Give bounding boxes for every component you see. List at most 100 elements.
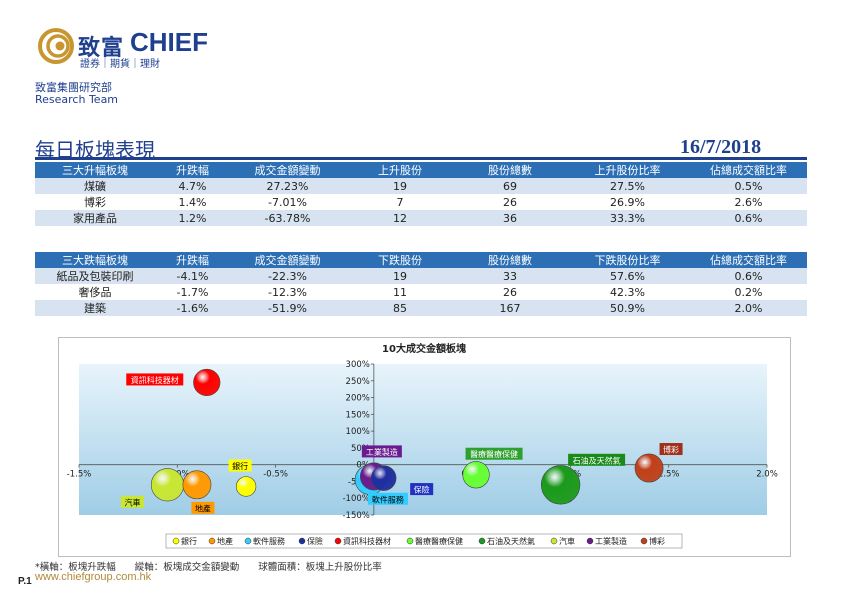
- top-gainers-table: 三大升幅板塊 升跌幅 成交金額變動 上升股份 股份總數 上升股份比率 佔總成交額…: [35, 162, 807, 226]
- y-tick-label: 200%: [346, 394, 370, 404]
- table-cell: 煤礦: [35, 178, 155, 194]
- table-cell: -1.6%: [155, 300, 230, 316]
- column-header: 升跌幅: [155, 162, 230, 178]
- data-label-box: [568, 453, 626, 466]
- bubble-point: [235, 476, 257, 497]
- chief-swirl-logo-icon: [38, 28, 74, 64]
- data-label: 軟件服務: [372, 494, 404, 504]
- data-label: 石油及天然氣: [573, 455, 621, 465]
- table-cell: 57.6%: [565, 268, 690, 284]
- brand-tagline: 證券｜期貨｜理財: [80, 59, 160, 70]
- legend-swatch: [208, 537, 216, 545]
- bubble-point: [370, 465, 397, 491]
- column-header: 三大跌幅板塊: [35, 252, 155, 268]
- table-cell: -63.78%: [230, 210, 345, 226]
- y-tick-label: -100%: [342, 494, 369, 504]
- table-row: 煤礦 4.7% 27.23% 19 69 27.5% 0.5%: [35, 178, 807, 194]
- chart-footnote: *橫軸：板塊升跌幅 縱軸：板塊成交金額變動 球體面積：板塊上升股份比率: [35, 562, 382, 573]
- data-label-box: [126, 373, 184, 386]
- table-cell: 0.5%: [690, 178, 807, 194]
- legend-label: 銀行: [181, 536, 197, 546]
- dept-name-zh: 致富集團研究部: [35, 81, 112, 94]
- table-cell: 33.3%: [565, 210, 690, 226]
- column-header: 佔總成交額比率: [690, 252, 807, 268]
- legend-label: 保險: [307, 536, 323, 546]
- brand-name-zh: 致富: [78, 36, 125, 61]
- y-tick-label: 150%: [346, 410, 370, 420]
- table-cell: 1.2%: [155, 210, 230, 226]
- website-url[interactable]: www.chiefgroup.com.hk: [35, 571, 152, 583]
- table-cell: -12.3%: [230, 284, 345, 300]
- top-losers-table: 三大跌幅板塊 升跌幅 成交金額變動 下跌股份 股份總數 下跌股份比率 佔總成交額…: [35, 252, 807, 316]
- y-tick-label: 0%: [356, 461, 370, 471]
- table-row: 建築 -1.6% -51.9% 85 167 50.9% 2.0%: [35, 300, 807, 316]
- legend-label: 軟件服務: [253, 536, 285, 546]
- chart-title: 10大成交金額板塊: [382, 342, 466, 355]
- table-cell: 2.6%: [690, 194, 807, 210]
- table-cell: -51.9%: [230, 300, 345, 316]
- table-cell: -7.01%: [230, 194, 345, 210]
- data-label: 銀行: [232, 461, 248, 471]
- column-header: 佔總成交額比率: [690, 162, 807, 178]
- data-label: 汽車: [124, 497, 140, 507]
- data-label-box: [228, 459, 252, 472]
- table-row: 奢侈品 -1.7% -12.3% 11 26 42.3% 0.2%: [35, 284, 807, 300]
- column-header: 升跌幅: [155, 252, 230, 268]
- legend-swatch: [478, 537, 486, 545]
- page-number: P.1: [18, 576, 32, 587]
- legend-label: 汽車: [559, 536, 575, 546]
- table-cell: 建築: [35, 300, 155, 316]
- table-cell: 33: [455, 268, 565, 284]
- table-cell: 27.5%: [565, 178, 690, 194]
- legend-swatch: [640, 537, 648, 545]
- dept-name-en: Research Team: [35, 93, 119, 106]
- table-row: 紙品及包裝印刷 -4.1% -22.3% 19 33 57.6% 0.6%: [35, 268, 807, 284]
- x-tick-label: -1.5%: [67, 470, 92, 480]
- legend-label: 工業製造: [595, 536, 627, 546]
- data-label-box: [659, 443, 683, 456]
- data-label-box: [120, 495, 144, 508]
- table-cell: -4.1%: [155, 268, 230, 284]
- column-header: 三大升幅板塊: [35, 162, 155, 178]
- data-label: 資訊科技器材: [131, 375, 179, 385]
- table-cell: 85: [345, 300, 455, 316]
- table-cell: 奢侈品: [35, 284, 155, 300]
- table-cell: 0.6%: [690, 268, 807, 284]
- data-label: 醫療醫療保健: [470, 449, 518, 459]
- legend-label: 醫療醫療保健: [415, 536, 463, 546]
- data-label: 工業製造: [366, 447, 398, 457]
- legend-label: 博彩: [649, 536, 665, 546]
- table-cell: 167: [455, 300, 565, 316]
- y-tick-label: 250%: [346, 377, 370, 387]
- data-label-box: [410, 483, 434, 496]
- column-header: 上升股份: [345, 162, 455, 178]
- table-cell: 家用產品: [35, 210, 155, 226]
- table-cell: 26: [455, 284, 565, 300]
- brand-name-en: CHIEF: [130, 27, 208, 57]
- bubble-point: [182, 470, 212, 500]
- table-cell: 19: [345, 268, 455, 284]
- table-cell: 26.9%: [565, 194, 690, 210]
- legend-box: [165, 533, 683, 549]
- bubble-point: [540, 465, 581, 505]
- table-cell: 50.9%: [565, 300, 690, 316]
- bubble-point: [193, 368, 221, 397]
- table-cell: 12: [345, 210, 455, 226]
- bubble-point: [462, 461, 490, 489]
- bubble-chart: 10大成交金額板塊-1.5%-1.0%-0.5%0.0%0.5%1.0%1.5%…: [67, 342, 778, 549]
- table-row: 博彩 1.4% -7.01% 7 26 26.9% 2.6%: [35, 194, 807, 210]
- table-cell: 36: [455, 210, 565, 226]
- table-header-row: 三大升幅板塊 升跌幅 成交金額變動 上升股份 股份總數 上升股份比率 佔總成交額…: [35, 162, 807, 178]
- table-cell: 紙品及包裝印刷: [35, 268, 155, 284]
- data-label: 保險: [414, 485, 430, 495]
- data-label-box: [367, 492, 408, 505]
- legend-swatch: [550, 537, 558, 545]
- bubble-point: [634, 453, 664, 483]
- data-label: 博彩: [663, 445, 679, 455]
- column-header: 下跌股份比率: [565, 252, 690, 268]
- column-header: 成交金額變動: [230, 162, 345, 178]
- column-header: 股份總數: [455, 162, 565, 178]
- table-cell: 2.0%: [690, 300, 807, 316]
- y-tick-label: 100%: [346, 427, 370, 437]
- table-cell: 0.2%: [690, 284, 807, 300]
